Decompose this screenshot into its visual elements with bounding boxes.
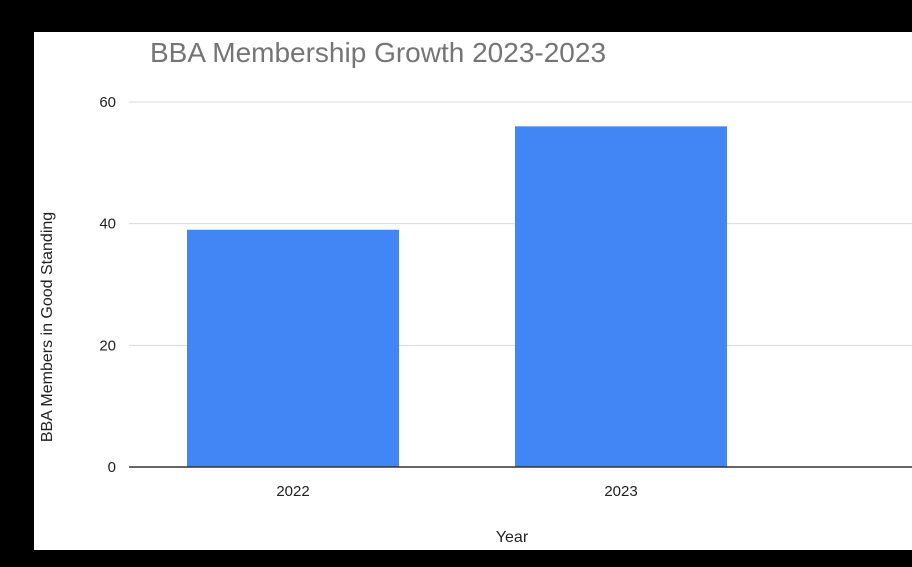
chart-area: BBA Membership Growth 2023-2023 0 20 40 60 … bbox=[34, 32, 912, 550]
y-tick-label: 0 bbox=[108, 459, 116, 476]
y-axis-ticks: 0 20 40 60 bbox=[99, 94, 116, 476]
y-tick-label: 40 bbox=[99, 216, 116, 233]
y-axis-title: BBA Members in Good Standing bbox=[39, 212, 56, 442]
chart-title: BBA Membership Growth 2023-2023 bbox=[150, 37, 606, 68]
x-tick-label: 2022 bbox=[276, 483, 309, 500]
bar-2022 bbox=[187, 229, 399, 467]
bar-chart: BBA Membership Growth 2023-2023 0204060 … bbox=[39, 37, 912, 546]
x-tick-label: 2023 bbox=[604, 483, 637, 500]
bar-2023 bbox=[515, 126, 727, 467]
x-axis-ticks: 2022 2023 bbox=[276, 483, 637, 500]
y-tick-label: 60 bbox=[99, 94, 116, 111]
bars bbox=[187, 126, 727, 467]
x-axis-title: Year bbox=[496, 529, 529, 546]
y-tick-label: 20 bbox=[99, 337, 116, 354]
